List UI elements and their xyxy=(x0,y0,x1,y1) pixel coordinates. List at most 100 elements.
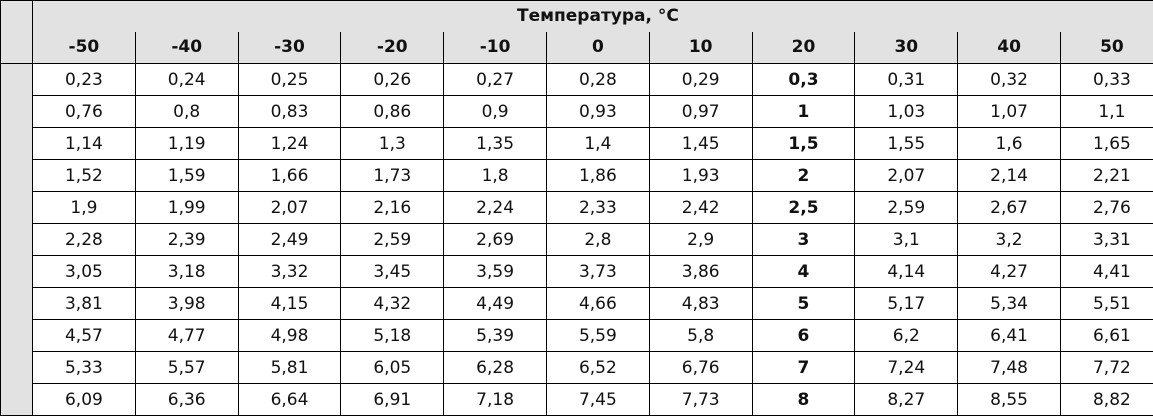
column-header: 10 xyxy=(648,31,753,64)
table-cell: 0,25 xyxy=(237,63,342,96)
column-header: 0 xyxy=(545,31,650,64)
table-cell: 0,83 xyxy=(237,95,342,128)
table-cell: 1,52 xyxy=(32,159,136,192)
table-cell: 1,07 xyxy=(957,95,1061,128)
table-cell: 4,98 xyxy=(237,319,342,352)
table-cell: 1,5 xyxy=(751,127,856,160)
table-cell: 0,24 xyxy=(134,63,239,96)
table-cell: 1,99 xyxy=(134,191,239,224)
table-cell: 0,8 xyxy=(134,95,239,128)
table-cell: 8,27 xyxy=(854,383,959,416)
table-cell: 3,2 xyxy=(957,223,1061,256)
table-cell: 8 xyxy=(751,383,856,416)
table-row: 5,33 5,57 5,81 6,05 6,28 6,52 6,76 7 7,24 7,48 7,7… xyxy=(1,351,1153,384)
table-cell: 1,45 xyxy=(648,127,753,160)
table-row: 1,52 1,59 1,66 1,73 1,8 1,86 1,93 2 2,07 2,14 2,21 xyxy=(1,159,1153,192)
table-row: 1,14 1,19 1,24 1,3 1,35 1,4 1,45 1,5 1,55 1,6 1,65 xyxy=(1,127,1153,160)
table-cell: 0,3 xyxy=(751,63,856,96)
table-cell: 3,59 xyxy=(443,255,547,288)
table-cell: 0,23 xyxy=(32,63,136,96)
table-cell: 6 xyxy=(751,319,856,352)
table-cell: 5 xyxy=(751,287,856,320)
table-cell: 3,45 xyxy=(340,255,445,288)
pressure-axis-label-cell: Давление, bar xyxy=(0,63,33,416)
table-cell: 1,3 xyxy=(340,127,445,160)
table-cell: 6,61 xyxy=(1059,319,1153,352)
table-cell: 2,42 xyxy=(648,191,753,224)
table-cell: 6,28 xyxy=(443,351,547,384)
header-row-group: Температура, °C xyxy=(0,0,1153,64)
table-cell: 1,9 xyxy=(32,191,136,224)
table-cell: 1,65 xyxy=(1059,127,1153,160)
table-cell: 0,76 xyxy=(32,95,136,128)
corner-cell xyxy=(0,0,33,64)
table-cell: 7,18 xyxy=(443,383,547,416)
table-cell: 1,59 xyxy=(134,159,239,192)
table-cell: 6,52 xyxy=(545,351,650,384)
column-header: -30 xyxy=(237,31,342,64)
table-cell: 4,83 xyxy=(648,287,753,320)
table-cell: 6,91 xyxy=(340,383,445,416)
table-cell: 5,34 xyxy=(957,287,1061,320)
column-header: 40 xyxy=(957,31,1061,64)
table-cell: 8,55 xyxy=(957,383,1061,416)
table-cell: 1,93 xyxy=(648,159,753,192)
table-cell: 2,49 xyxy=(237,223,342,256)
column-header: 30 xyxy=(854,31,959,64)
table-row: Давление, bar0,230,240,250,260,270,280,2… xyxy=(0,63,1153,416)
table-cell: 3,73 xyxy=(545,255,650,288)
column-header: 50 xyxy=(1059,31,1153,64)
table-cell: 5,17 xyxy=(854,287,959,320)
table-cell: 3,1 xyxy=(854,223,959,256)
table-cell: 7,24 xyxy=(854,351,959,384)
table-cell: 0,9 xyxy=(443,95,547,128)
table-cell: 2,8 xyxy=(545,223,650,256)
table-row: 1,9 1,99 2,07 2,16 2,24 2,33 2,42 2,5 2,59 2,67 2,… xyxy=(1,191,1153,224)
table-cell: 2,21 xyxy=(1059,159,1153,192)
table-cell: 1,73 xyxy=(340,159,445,192)
table-cell: 4,14 xyxy=(854,255,959,288)
table-cell: 2,39 xyxy=(134,223,239,256)
table-cell: 4 xyxy=(751,255,856,288)
table-cell: 6,05 xyxy=(340,351,445,384)
table-cell: 3,31 xyxy=(1059,223,1153,256)
table-cell: 6,64 xyxy=(237,383,342,416)
table-cell: 0,33 xyxy=(1059,63,1153,96)
table-cell: 5,59 xyxy=(545,319,650,352)
table-cell: 4,66 xyxy=(545,287,650,320)
table-cell: 4,49 xyxy=(443,287,547,320)
table-cell: 2,16 xyxy=(340,191,445,224)
table-cell: 1,1 xyxy=(1059,95,1153,128)
table-cell: 2 xyxy=(751,159,856,192)
table-cell: 2,28 xyxy=(32,223,136,256)
table-cell: 1,24 xyxy=(237,127,342,160)
table-cell: 0,29 xyxy=(648,63,753,96)
table-cell: 4,32 xyxy=(340,287,445,320)
table-cell: 1,35 xyxy=(443,127,547,160)
table-cell: 7,48 xyxy=(957,351,1061,384)
table-cell: 2,76 xyxy=(1059,191,1153,224)
table-cell: 2,69 xyxy=(443,223,547,256)
table-cell: 2,5 xyxy=(751,191,856,224)
table-cell: 1,55 xyxy=(854,127,959,160)
table-cell: 6,41 xyxy=(957,319,1061,352)
table-cell: 6,76 xyxy=(648,351,753,384)
table-cell: 4,41 xyxy=(1059,255,1153,288)
table-cell: 7 xyxy=(751,351,856,384)
table-cell: 2,67 xyxy=(957,191,1061,224)
temperature-header: Температура, °C xyxy=(32,0,1153,32)
table-cell: 3,81 xyxy=(32,287,136,320)
column-header: 20 xyxy=(751,31,856,64)
table-cell: 5,39 xyxy=(443,319,547,352)
table-cell: 3,98 xyxy=(134,287,239,320)
table-cell: 0,28 xyxy=(545,63,650,96)
table-cell: 0,31 xyxy=(854,63,959,96)
table-cell: 2,24 xyxy=(443,191,547,224)
table-cell: 5,18 xyxy=(340,319,445,352)
table-cell: 6,09 xyxy=(32,383,136,416)
table-cell: 6,36 xyxy=(134,383,239,416)
table-row: 3,05 3,18 3,32 3,45 3,59 3,73 3,86 4 4,14 4,27 4,4… xyxy=(1,255,1153,288)
table-cell: 4,77 xyxy=(134,319,239,352)
